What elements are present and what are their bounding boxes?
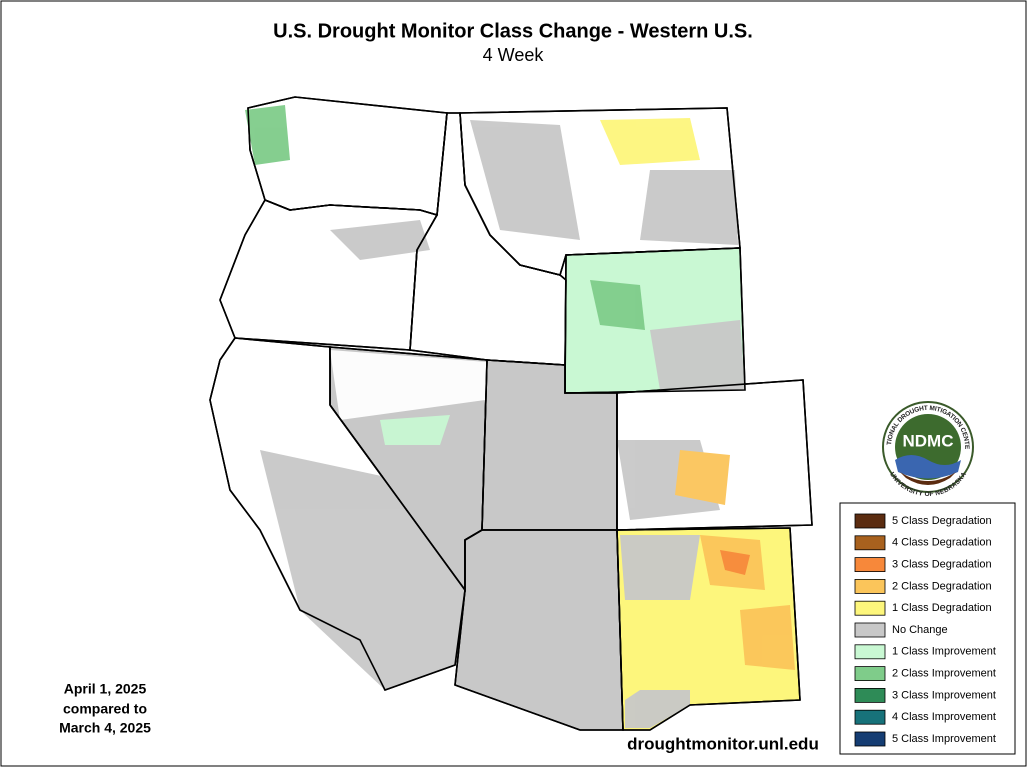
date-line: March 4, 2025 <box>59 720 151 736</box>
legend-swatch <box>854 666 886 681</box>
legend-label: 1 Class Improvement <box>892 646 996 658</box>
area-degradation <box>740 605 795 670</box>
area-none <box>220 360 330 420</box>
map-title: U.S. Drought Monitor Class Change - West… <box>273 20 753 42</box>
area-none <box>330 350 487 420</box>
legend-swatch <box>854 731 886 747</box>
area-improvement <box>245 105 290 165</box>
area-no-change <box>625 690 690 728</box>
legend-label: 4 Class Improvement <box>892 711 996 723</box>
legend-swatch <box>854 644 886 660</box>
legend: 5 Class Degradation 4 Class Degradation 3 … <box>854 513 996 747</box>
area-degradation <box>600 118 700 165</box>
area-degradation <box>720 550 750 575</box>
area-no-change <box>640 170 738 245</box>
legend-swatch <box>854 600 886 616</box>
legend-label: 5 Class Degradation <box>892 515 992 527</box>
legend-swatch <box>854 622 886 638</box>
legend-swatch <box>854 535 886 551</box>
legend-swatch <box>854 513 886 529</box>
date-line: April 1, 2025 <box>64 681 147 697</box>
legend-label: 4 Class Degradation <box>892 537 992 549</box>
state-outlines <box>209 96 813 731</box>
area-improvement <box>380 415 450 445</box>
area-no-change <box>330 220 430 260</box>
source-url: droughtmonitor.unl.edu <box>627 734 819 753</box>
legend-swatch <box>854 709 886 725</box>
legend-swatch <box>854 579 886 594</box>
legend-label: 1 Class Degradation <box>892 602 992 614</box>
area-degradation <box>675 450 730 505</box>
legend-label: 3 Class Improvement <box>892 689 996 701</box>
legend-label: 5 Class Improvement <box>892 733 996 745</box>
area-no-change <box>470 120 580 240</box>
area-no-change <box>260 450 465 690</box>
logo-text: NDMC <box>903 431 954 450</box>
area-no-change <box>650 320 745 390</box>
legend-label: 2 Class Degradation <box>892 580 992 592</box>
legend-label: No Change <box>892 624 948 636</box>
change-areas <box>220 105 795 728</box>
legend-swatch <box>854 557 886 572</box>
date-line: compared to <box>63 701 147 717</box>
logo-wave <box>895 455 961 479</box>
area-no-change <box>620 535 700 600</box>
map-subtitle: 4 Week <box>483 45 545 65</box>
legend-label: 2 Class Improvement <box>892 668 996 680</box>
logo-soil <box>900 472 956 485</box>
area-improvement <box>590 280 645 330</box>
legend-swatch <box>854 688 886 703</box>
legend-label: 3 Class Degradation <box>892 559 992 571</box>
